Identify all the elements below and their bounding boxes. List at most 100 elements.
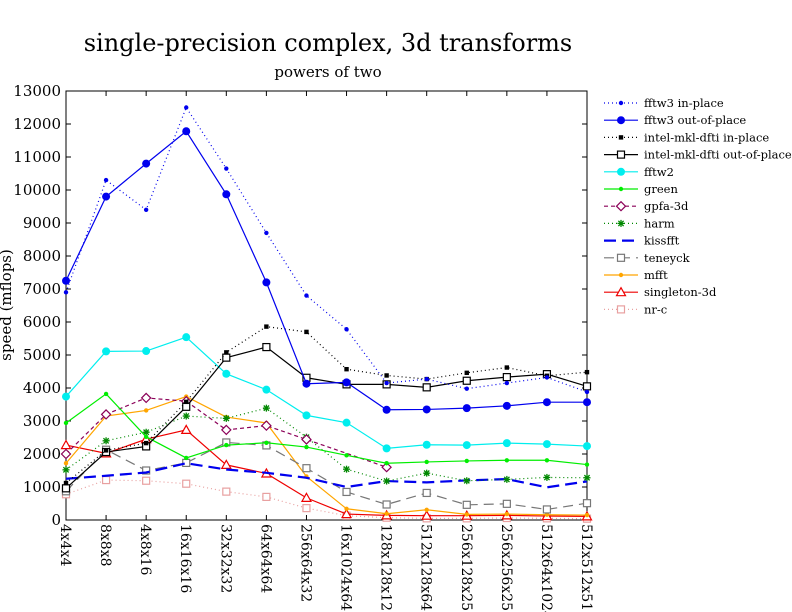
star-stroke [102,437,110,444]
series-line [65,429,588,517]
data-point [502,373,511,382]
data-point [542,505,552,514]
star-stroke [263,405,270,412]
series-line [65,346,588,489]
x-tick-label: 512x64x1024 [538,524,554,612]
data-point [182,479,191,488]
data-point [262,492,271,501]
data-point [220,459,232,469]
data-point [143,207,149,212]
series-line [65,336,588,450]
data-point [262,342,271,352]
data-point [143,440,149,446]
x-tick-label: 64x64x64 [257,524,273,593]
data-point [464,512,469,517]
data-point [60,439,72,450]
data-point [504,458,510,463]
data-point [615,200,627,212]
star-stroke [223,415,230,422]
y-tick-label: 4000 [23,379,61,397]
legend-item: intel-mkl-dfti in-place [604,130,769,144]
data-point [462,441,471,450]
y-tick-label: 12000 [13,115,61,133]
legend-label: fftw3 out-of-place [644,113,746,127]
legend-item: teneyck [604,251,691,265]
star-stroke [383,477,390,485]
data-point [422,440,431,449]
data-point [504,380,510,386]
data-point [302,464,311,473]
data-point [542,440,551,449]
data-point [382,500,391,509]
data-point [462,376,471,385]
data-point [343,465,351,473]
series-fftw2 [62,333,591,453]
data-point [103,448,109,453]
data-point [424,459,429,465]
data-point [583,442,591,451]
star-stroke [183,412,190,420]
legend-item: singleton-3d [604,285,717,299]
legend-label: intel-mkl-dfti out-of-place [644,148,792,162]
data-point [344,506,349,511]
data-point [143,434,149,440]
star-stroke [62,466,70,473]
data-point [342,378,351,387]
data-point [462,404,471,413]
y-tick-label: 0 [51,511,61,529]
data-point [101,475,111,485]
data-point [301,434,312,445]
star-stroke [143,429,150,436]
data-point [421,509,433,520]
star-stroke [543,474,551,481]
data-point [300,492,312,502]
legend-label: intel-mkl-dfti in-place [644,130,769,144]
data-point [100,409,112,420]
x-tick-label: 256x64x32 [297,524,313,602]
data-point [61,484,71,493]
legend-item: nr-c [604,302,667,316]
legend-item: kissfft [604,234,680,248]
data-point [63,461,69,466]
data-point [262,278,271,287]
data-point [617,116,625,125]
data-point [341,508,353,519]
series-gpfa-3d [60,392,392,473]
series-fftw3-in-place [63,105,590,395]
star-stroke [343,466,350,473]
data-point [302,504,311,513]
data-point [102,192,111,201]
y-tick-label: 11000 [13,148,61,166]
legend-item: gpfa-3d [604,199,689,213]
data-point [384,373,389,378]
series-singleton-3d [60,424,593,521]
series-line [65,130,587,411]
data-point [302,411,311,420]
data-point [384,511,389,516]
plot-frame [65,90,588,521]
y-tick-label: 10000 [13,181,61,199]
legend-item: fftw2 [604,165,674,179]
data-point [502,401,511,410]
data-point [422,488,431,498]
data-point [384,461,389,466]
legend-label: harm [644,216,675,230]
y-tick-label: 9000 [23,214,61,232]
y-tick-label: 3000 [23,412,61,430]
data-point [464,370,469,376]
data-point [382,444,391,453]
legend-item: fftw3 out-of-place [604,113,746,127]
data-point [618,272,624,278]
x-tick-label: 32x32x32 [217,524,233,593]
legend-label: green [644,182,678,196]
data-point [422,383,431,392]
legend-item: green [604,182,678,196]
series-line [65,106,588,393]
data-point [302,379,311,388]
legend-label: singleton-3d [644,285,717,299]
data-point [262,385,271,394]
data-point [344,453,349,458]
data-point [383,477,391,485]
data-point [182,402,191,411]
